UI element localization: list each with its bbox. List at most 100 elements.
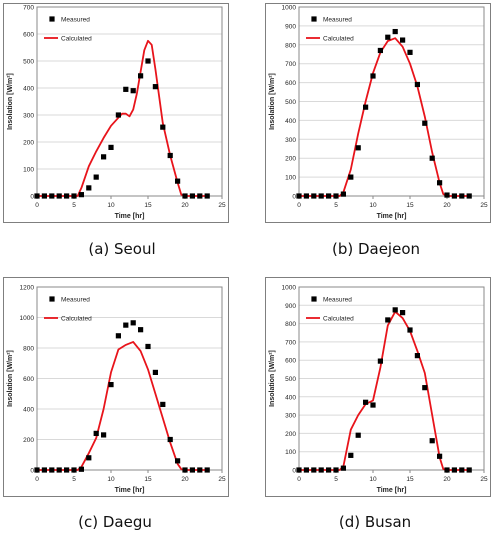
data-point-measured [101,154,107,160]
legend-label-measured: Measured [61,17,90,24]
data-point-measured [466,467,472,473]
y-tick-label: 1200 [20,285,35,292]
data-point-measured [71,467,77,473]
data-point-measured [189,193,195,199]
data-point-measured [363,399,369,405]
chart-frame [3,277,229,497]
data-point-measured [175,178,181,184]
data-point-measured [86,185,92,191]
data-point-measured [303,193,309,199]
data-point-measured [34,193,40,199]
x-tick-label: 15 [144,476,152,483]
y-axis-label: Insolation [W/m²] [7,73,14,130]
x-tick-label: 20 [443,476,451,483]
data-point-measured [385,34,391,40]
data-point-measured [370,402,376,408]
x-tick-label: 10 [107,476,115,483]
x-tick-label: 5 [72,202,76,209]
data-point-measured [64,467,70,473]
x-axis-label: Time [hr] [115,213,145,220]
y-tick-label: 900 [285,23,296,30]
data-point-measured [182,467,188,473]
y-tick-label: 200 [23,140,34,147]
y-tick-label: 300 [285,413,296,420]
data-point-measured [318,193,324,199]
data-point-measured [123,322,129,328]
legend-marker-measured [311,16,317,22]
data-point-measured [414,353,420,359]
x-tick-label: 20 [181,202,189,209]
y-tick-label: 1000 [20,315,35,322]
x-tick-label: 25 [480,476,488,483]
legend-label-calculated: Calculated [61,316,92,323]
data-point-measured [93,174,99,180]
x-tick-label: 5 [72,476,76,483]
plot-area [36,6,223,197]
data-point-measured [130,88,136,94]
data-point-measured [56,193,62,199]
y-tick-label: 400 [23,407,34,414]
data-point-measured [71,193,77,199]
data-point-measured [145,58,151,64]
data-point-measured [340,191,346,197]
legend-label-calculated: Calculated [323,316,354,323]
data-point-measured [145,343,151,350]
data-point-measured [348,174,354,180]
data-point-measured [108,382,114,388]
data-point-measured [303,467,309,473]
data-point-measured [160,401,166,408]
x-tick-label: 10 [107,202,115,209]
x-tick-label: 25 [218,476,226,483]
data-point-measured [296,193,302,199]
y-tick-label: 600 [23,32,34,39]
data-point-measured [414,81,420,88]
y-tick-label: 0 [30,468,34,475]
y-tick-label: 700 [23,5,34,12]
legend-marker-measured [49,16,55,22]
y-tick-label: 800 [285,321,296,328]
data-point-measured [444,467,450,473]
x-tick-label: 15 [406,202,414,209]
x-tick-label: 5 [334,202,338,209]
x-tick-label: 15 [144,202,152,209]
data-point-measured [377,358,383,364]
data-point-measured [189,467,195,473]
y-tick-label: 0 [30,194,34,201]
data-point-measured [49,193,55,199]
data-point-measured [459,467,465,473]
data-point-measured [197,467,203,473]
x-axis-label: Time [hr] [377,487,407,494]
legend-marker-measured [311,296,317,302]
data-point-measured [152,84,158,90]
data-point-measured [422,385,428,391]
y-tick-label: 400 [23,86,34,93]
data-point-measured [326,193,332,199]
legend-label-calculated: Calculated [323,36,354,43]
y-tick-label: 400 [285,118,296,125]
data-point-measured [451,467,457,473]
data-point-measured [138,327,144,333]
data-point-measured [175,458,181,464]
data-point-measured [115,112,121,118]
x-tick-label: 20 [181,476,189,483]
legend-marker-measured [49,296,55,302]
data-point-measured [49,467,55,473]
data-point-measured [138,73,144,79]
plot-area [298,286,485,471]
data-point-measured [429,155,435,161]
y-tick-label: 200 [23,437,34,444]
data-point-measured [333,193,339,199]
data-point-measured [78,466,84,472]
data-point-measured [437,453,443,459]
data-point-measured [204,193,210,199]
y-tick-label: 1000 [282,285,297,292]
data-point-measured [34,467,40,473]
x-tick-label: 15 [406,476,414,483]
chart-panel-3: 0 200 400 600 800 1000 1200 0 5 10 15 20 25 Time [hr]… [3,277,229,531]
data-point-measured [459,193,465,199]
data-point-measured [130,320,136,326]
panel-caption: (d) Busan [339,513,411,531]
data-point-measured [407,49,413,55]
data-point-measured [108,144,114,150]
x-axis-label: Time [hr] [115,487,145,494]
